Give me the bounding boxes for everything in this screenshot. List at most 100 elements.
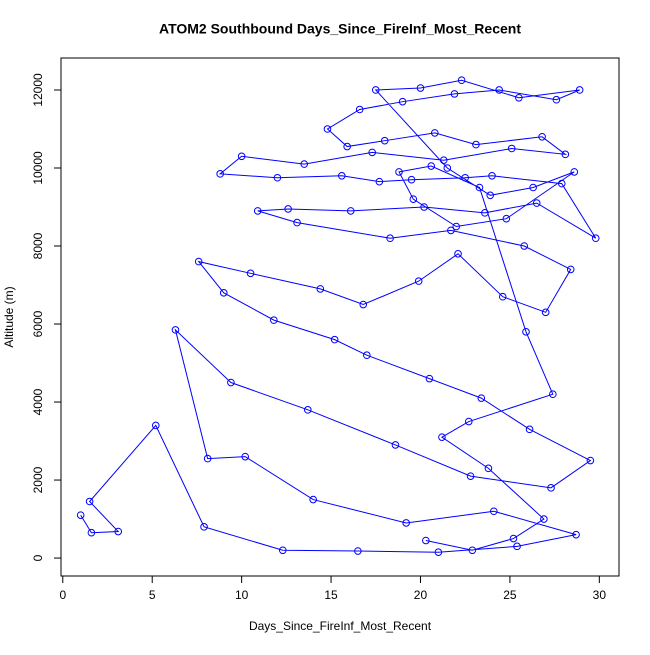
data-point xyxy=(557,179,566,188)
data-point xyxy=(270,316,278,324)
data-point xyxy=(227,378,235,387)
data-point xyxy=(427,162,436,170)
data-point xyxy=(200,523,208,531)
data-point xyxy=(380,136,389,145)
data-point xyxy=(87,528,96,537)
data-point xyxy=(354,547,362,555)
chart-title: ATOM2 Southbound Days_Since_FireInf_Most… xyxy=(159,21,521,37)
data-point xyxy=(343,142,351,151)
data-point xyxy=(330,335,339,344)
data-point xyxy=(513,542,521,551)
data-point xyxy=(552,95,561,104)
data-point xyxy=(407,175,416,184)
data-point xyxy=(300,160,309,168)
data-point xyxy=(549,390,557,399)
x-tick-label: 10 xyxy=(235,588,249,602)
data-point xyxy=(430,129,439,137)
data-point xyxy=(495,86,503,94)
data-point xyxy=(509,534,518,543)
data-point xyxy=(422,536,430,545)
data-point xyxy=(529,183,537,192)
y-axis-label: Altitude (m) xyxy=(2,286,16,347)
data-point xyxy=(171,326,180,334)
data-point xyxy=(547,484,555,492)
data-point xyxy=(371,86,380,94)
data-point xyxy=(570,168,579,176)
data-point xyxy=(591,234,600,243)
data-point xyxy=(284,205,292,213)
data-point xyxy=(323,125,332,133)
data-point xyxy=(488,171,496,180)
data-point xyxy=(525,425,534,434)
data-point xyxy=(316,285,325,293)
y-tick-label: 2000 xyxy=(31,466,45,493)
data-point xyxy=(363,351,371,360)
y-tick-label: 4000 xyxy=(31,388,45,415)
data-point xyxy=(484,464,493,473)
y-tick-label: 0 xyxy=(31,554,45,561)
data-point xyxy=(395,168,403,176)
data-point xyxy=(472,140,480,149)
y-tick-label: 12000 xyxy=(31,73,45,107)
series-line xyxy=(80,79,597,553)
y-tick-label: 8000 xyxy=(31,232,45,259)
data-point xyxy=(520,242,529,250)
data-point xyxy=(468,546,477,555)
x-tick-label: 15 xyxy=(324,588,338,602)
data-point xyxy=(425,374,434,383)
data-point xyxy=(237,152,246,161)
y-tick-label: 6000 xyxy=(31,310,45,337)
data-point xyxy=(454,250,462,258)
data-point xyxy=(414,277,423,285)
data-point xyxy=(452,222,461,231)
data-point xyxy=(572,530,580,539)
data-point xyxy=(420,203,428,211)
data-point xyxy=(359,300,368,309)
data-point xyxy=(386,234,394,243)
data-point xyxy=(216,170,224,178)
data-point xyxy=(293,218,301,227)
data-point xyxy=(203,454,212,463)
x-tick-label: 20 xyxy=(414,588,428,602)
data-point xyxy=(219,289,228,297)
data-point xyxy=(438,433,446,441)
data-point xyxy=(477,394,486,402)
data-point xyxy=(502,214,511,223)
data-point xyxy=(114,527,123,536)
data-point xyxy=(346,207,355,215)
data-point xyxy=(498,292,507,301)
data-point xyxy=(434,548,443,557)
data-point xyxy=(540,515,548,523)
data-point xyxy=(490,507,498,516)
data-point xyxy=(586,456,595,465)
data-point xyxy=(241,452,250,461)
data-point xyxy=(457,76,466,85)
plot-frame xyxy=(60,57,620,577)
data-point xyxy=(461,173,469,182)
data-point xyxy=(522,328,530,336)
data-point xyxy=(561,150,570,159)
x-tick-label: 5 xyxy=(149,588,156,602)
data-point xyxy=(481,209,489,217)
data-point xyxy=(253,207,262,215)
data-point xyxy=(464,417,473,426)
data-point xyxy=(398,97,407,106)
data-point xyxy=(368,148,376,157)
data-point xyxy=(566,265,575,274)
data-point xyxy=(273,173,282,182)
data-point xyxy=(541,308,550,317)
x-tick-label: 0 xyxy=(59,588,66,602)
data-point xyxy=(151,421,160,430)
data-point xyxy=(309,495,317,504)
data-point xyxy=(515,93,523,102)
data-point xyxy=(409,195,418,204)
data-point xyxy=(486,191,495,200)
data-point xyxy=(450,90,459,98)
data-point xyxy=(402,519,410,527)
data-point xyxy=(194,257,203,266)
data-point xyxy=(337,171,346,180)
data-point xyxy=(538,132,546,141)
data-point xyxy=(391,441,400,449)
data-point xyxy=(532,199,541,207)
data-point xyxy=(246,269,255,278)
